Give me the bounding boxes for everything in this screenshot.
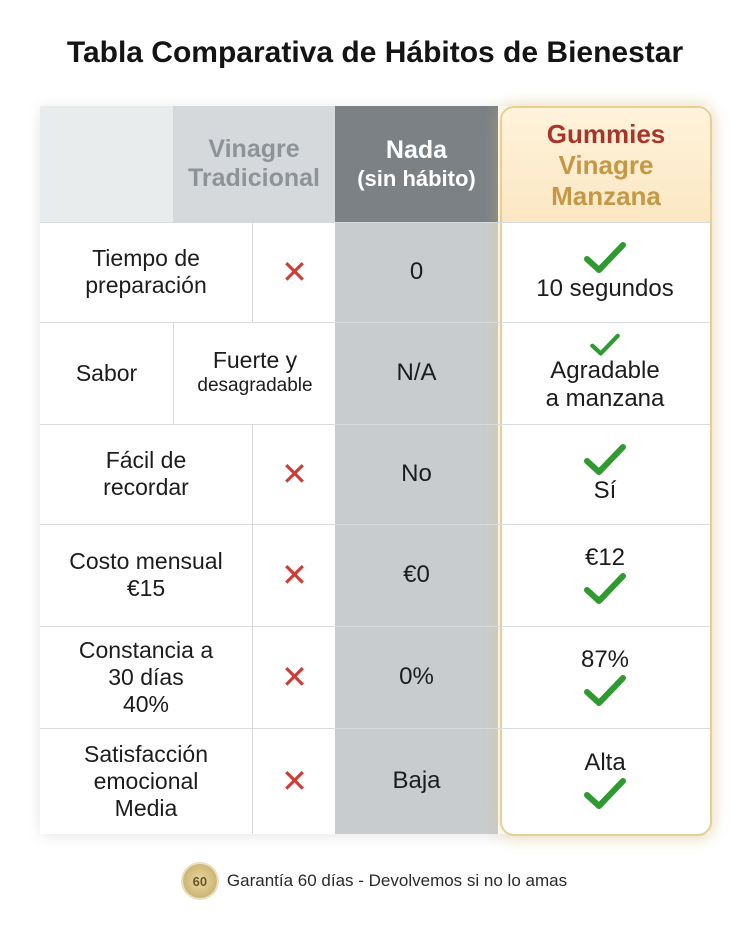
row-label: Tiempo de preparación: [85, 245, 207, 298]
vinagre-value: ✕: [252, 424, 336, 524]
page-title: Tabla Comparativa de Hábitos de Bienesta…: [66, 36, 684, 69]
row-divider: [40, 322, 710, 323]
header-nada: Nada (sin hábito): [335, 106, 498, 222]
check-icon: [590, 333, 620, 356]
row-label: Satisfacción emocional Media: [83, 740, 208, 821]
table-row: Costo mensual €15 ✕ €0: [40, 524, 498, 626]
cross-icon: ✕: [281, 254, 308, 290]
nada-value: N/A: [396, 359, 437, 386]
cross-icon: ✕: [281, 659, 308, 695]
row-label: Costo mensual €15: [69, 548, 223, 601]
check-icon: [584, 573, 626, 604]
row-label: Constancia a 30 días 40%: [78, 636, 214, 717]
check-icon: [584, 778, 626, 809]
vinagre-value: ✕: [252, 524, 336, 626]
comparison-table: Vinagre Tradicional Nada (sin hábito) Gu…: [40, 106, 712, 836]
vinagre-value: ✕: [252, 222, 336, 322]
row-divider: [40, 626, 710, 627]
nada-value: No: [401, 460, 432, 487]
nada-value: Baja: [392, 767, 441, 794]
guarantee-text: Garantía 60 días - Devolvemos si no lo a…: [226, 871, 568, 890]
nada-value: 0: [409, 258, 424, 285]
nada-value: €0: [403, 561, 430, 588]
row-label: Fácil de recordar: [103, 447, 189, 500]
guarantee-seal-icon: 60: [182, 864, 217, 898]
cross-icon: ✕: [281, 456, 308, 492]
gummies-value: Alta: [500, 728, 710, 832]
gummies-value: 87%: [500, 626, 710, 728]
table-row: Tiempo de preparación ✕ 0: [40, 222, 498, 322]
row-divider: [40, 222, 710, 223]
row-label: Sabor: [75, 359, 138, 386]
table-row: Constancia a 30 días 40% ✕ 0%: [40, 626, 498, 728]
header-gummies: Gummies Vinagre Manzana: [502, 108, 710, 222]
row-divider: [40, 524, 710, 525]
check-icon: [584, 242, 626, 273]
gummies-value: Agradable a manzana: [500, 322, 710, 424]
nada-value: 0%: [399, 663, 434, 690]
header-vinagre-tradicional: Vinagre Tradicional: [173, 106, 335, 222]
gummies-column: Gummies Vinagre Manzana: [500, 106, 712, 836]
vinagre-value: ✕: [252, 626, 336, 728]
row-divider: [40, 728, 710, 729]
vinagre-value: Fuerte y desagradable: [173, 322, 336, 424]
gummies-value: €12: [500, 524, 710, 626]
cross-icon: ✕: [281, 763, 308, 799]
table-row: Sabor Fuerte y desagradable N/A: [40, 322, 498, 424]
check-icon: [584, 444, 626, 475]
vinagre-value: ✕: [252, 728, 336, 834]
cross-icon: ✕: [281, 557, 308, 593]
gummies-value: 10 segundos: [500, 222, 710, 322]
table-row: Fácil de recordar ✕ No: [40, 424, 498, 524]
header-empty-cell: [40, 106, 173, 222]
table-row: Satisfacción emocional Media ✕ Baja: [40, 728, 498, 834]
check-icon: [584, 675, 626, 706]
guarantee-footer: 60 Garantía 60 días - Devolvemos si no l…: [0, 864, 750, 898]
gummies-value: Sí: [500, 424, 710, 524]
row-divider: [40, 424, 710, 425]
nada-column-background: [335, 222, 498, 834]
